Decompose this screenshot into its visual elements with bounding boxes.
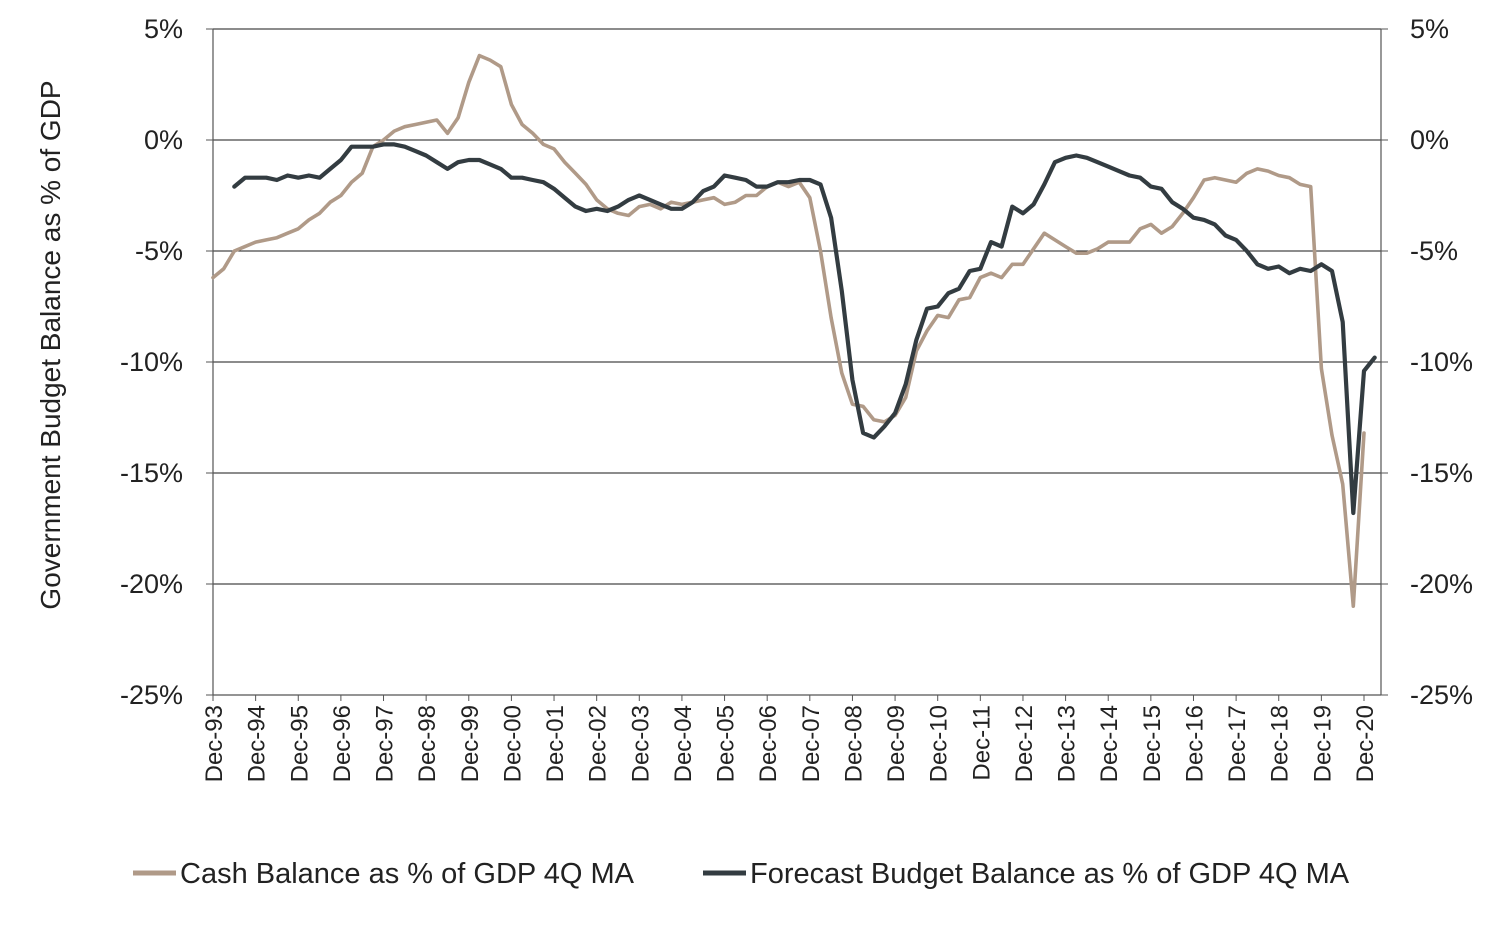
x-tick-label: Dec-12	[1011, 705, 1038, 782]
y-tick-label-right: -10%	[1410, 347, 1473, 377]
legend: Cash Balance as % of GDP 4Q MA Forecast B…	[133, 858, 1350, 890]
x-tick-label: Dec-08	[840, 705, 867, 782]
y-tick-label-left: -25%	[120, 680, 183, 710]
series-lines	[211, 53, 1377, 608]
x-tick-label: Dec-10	[926, 705, 953, 782]
series-line-cash-balance	[211, 53, 1366, 608]
gridlines	[213, 28, 1381, 585]
y-tick-label-right: -25%	[1410, 680, 1473, 710]
x-tick-label: Dec-96	[329, 705, 356, 782]
x-tick-label: Dec-01	[542, 705, 569, 782]
x-tick-label: Dec-05	[713, 705, 740, 782]
x-tick-label: Dec-97	[372, 705, 399, 782]
x-tick-label: Dec-15	[1139, 705, 1166, 782]
x-tick-label: Dec-98	[414, 705, 441, 782]
y-tick-label-right: -20%	[1410, 569, 1473, 599]
x-tick-label: Dec-16	[1181, 705, 1208, 782]
x-tick-label: Dec-06	[755, 705, 782, 782]
legend-label: Forecast Budget Balance as % of GDP 4Q M…	[750, 858, 1350, 890]
x-tick-label: Dec-93	[201, 705, 228, 782]
y-tick-label-right: 5%	[1410, 14, 1449, 44]
series-line-forecast-balance	[232, 142, 1377, 516]
x-tick-labels: Dec-93 Dec-94 Dec-95 Dec-96 Dec-97 Dec-98 Dec-…	[201, 695, 1379, 782]
x-tick-label: Dec-19	[1309, 705, 1336, 782]
y-tick-label-right: -5%	[1410, 236, 1458, 266]
y-tick-label-left: -15%	[120, 458, 183, 488]
x-tick-label: Dec-99	[457, 705, 484, 782]
y-tick-label-right: -15%	[1410, 458, 1473, 488]
x-tick-label: Dec-00	[499, 705, 526, 782]
x-tick-label: Dec-94	[244, 705, 271, 782]
x-tick-label: Dec-17	[1224, 705, 1251, 782]
y-tick-label-left: -5%	[135, 236, 183, 266]
x-tick-label: Dec-11	[968, 705, 995, 781]
y-tick-label-left: -10%	[120, 347, 183, 377]
x-tick-label: Dec-04	[670, 705, 697, 782]
y-tick-labels-left: 5% 0% -5% -10% -15% -20% -25%	[120, 14, 183, 710]
x-tick-label: Dec-07	[798, 705, 825, 782]
y-tick-label-left: 5%	[144, 14, 183, 44]
y-tick-labels-right: 5% 0% -5% -10% -15% -20% -25%	[1410, 14, 1473, 710]
x-tick-label: Dec-95	[286, 705, 313, 782]
legend-label: Cash Balance as % of GDP 4Q MA	[180, 858, 635, 890]
x-tick-label: Dec-02	[585, 705, 612, 782]
x-tick-label: Dec-09	[883, 705, 910, 782]
y-tick-label-left: 0%	[144, 125, 183, 155]
y-axis-label: Government Budget Balance as % of GDP	[35, 80, 66, 609]
y-tick-label-left: -20%	[120, 569, 183, 599]
y-tick-label-right: 0%	[1410, 125, 1449, 155]
x-tick-label: Dec-18	[1267, 705, 1294, 782]
axes	[206, 28, 1388, 696]
x-tick-label: Dec-20	[1352, 705, 1379, 782]
x-tick-label: Dec-03	[627, 705, 654, 782]
x-tick-label: Dec-14	[1096, 705, 1123, 782]
x-tick-label: Dec-13	[1054, 705, 1081, 782]
